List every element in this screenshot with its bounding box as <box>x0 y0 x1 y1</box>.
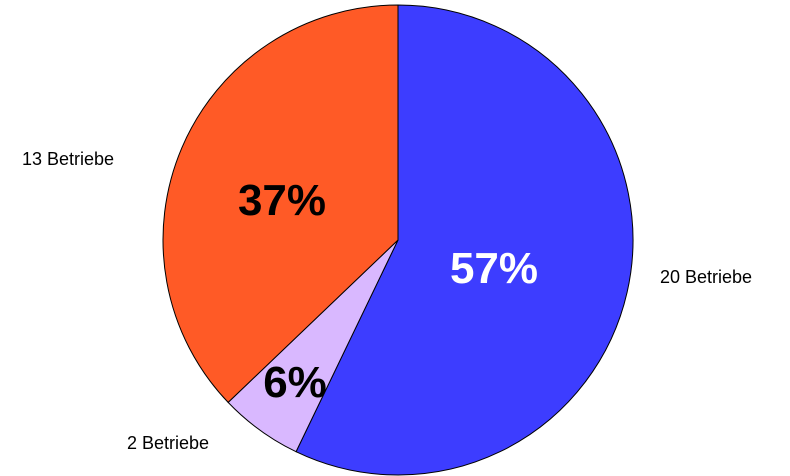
percent-label-3: 37% <box>238 176 326 225</box>
pie-slice-3 <box>162 4 399 404</box>
percent-labels: 57% 6% 37% <box>238 176 538 407</box>
slice-labels: 20 Betriebe 2 Betriebe 13 Betriebe <box>22 149 752 453</box>
slice-label-3: 13 Betriebe <box>22 149 114 169</box>
pie-slices <box>162 4 634 476</box>
slice-label-1: 20 Betriebe <box>660 267 752 287</box>
pie-slice-1 <box>295 4 634 476</box>
percent-label-1: 57% <box>450 244 538 293</box>
percent-label-2: 6% <box>263 358 327 407</box>
slice-label-2: 2 Betriebe <box>127 433 209 453</box>
